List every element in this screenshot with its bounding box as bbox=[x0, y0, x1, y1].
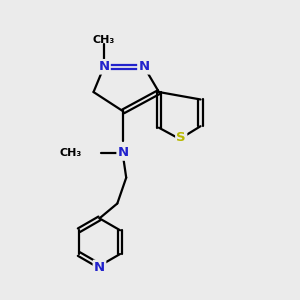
Text: N: N bbox=[94, 261, 105, 274]
Text: N: N bbox=[139, 60, 150, 73]
Text: CH₃: CH₃ bbox=[59, 148, 82, 158]
Text: N: N bbox=[98, 60, 110, 73]
Text: N: N bbox=[118, 146, 129, 160]
Text: CH₃: CH₃ bbox=[93, 35, 115, 45]
Text: S: S bbox=[176, 131, 186, 144]
